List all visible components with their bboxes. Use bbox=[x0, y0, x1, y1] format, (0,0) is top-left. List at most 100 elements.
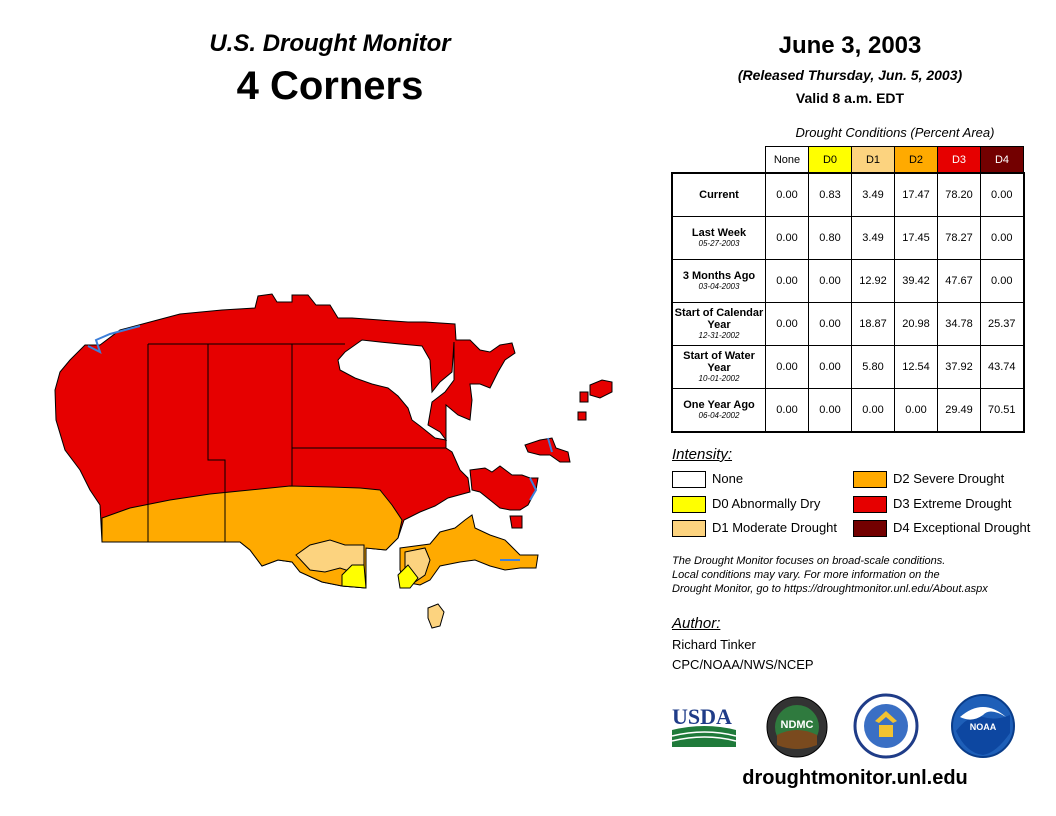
svg-text:NOAA: NOAA bbox=[970, 722, 997, 732]
col-d0: D0 bbox=[808, 146, 852, 174]
region-d3-ne-d bbox=[577, 411, 587, 421]
col-d4: D4 bbox=[980, 146, 1024, 174]
table-row: Start of Water Year 10-01-2002 0.00 0.00 … bbox=[671, 345, 1025, 389]
cell: 17.45 bbox=[894, 216, 938, 260]
map-region: 4 Corners bbox=[236, 64, 424, 108]
cell: 0.83 bbox=[808, 172, 852, 217]
legend-swatch bbox=[853, 520, 887, 538]
legend-swatch bbox=[853, 471, 887, 489]
cell: 0.00 bbox=[980, 259, 1025, 303]
map-title: U.S. Drought Monitor bbox=[209, 30, 451, 57]
disclaimer: The Drought Monitor focuses on broad-sca… bbox=[672, 554, 1042, 596]
legend-item-d4: D4 Exceptional Drought bbox=[853, 519, 1030, 538]
cell: 18.87 bbox=[851, 302, 895, 346]
svg-text:NDMC: NDMC bbox=[781, 719, 814, 731]
table-header-row: None D0 D1 D2 D3 D4 bbox=[672, 146, 1024, 174]
cell: 0.00 bbox=[765, 345, 809, 389]
region-d3-ne-a bbox=[524, 437, 571, 463]
region-d3-east bbox=[469, 465, 539, 511]
cell: 0.00 bbox=[765, 302, 809, 346]
cell: 0.00 bbox=[851, 388, 895, 433]
row-label: Start of Water Year 10-01-2002 bbox=[671, 345, 766, 389]
region-d0-patch bbox=[341, 564, 367, 589]
cell: 12.54 bbox=[894, 345, 938, 389]
legend-title: Intensity: bbox=[672, 446, 733, 463]
table-row: Start of Calendar Year 12-31-2002 0.00 0.… bbox=[671, 302, 1025, 346]
footer-url[interactable]: droughtmonitor.unl.edu bbox=[742, 767, 968, 789]
cell: 5.80 bbox=[851, 345, 895, 389]
valid-time: Valid 8 a.m. EDT bbox=[795, 90, 905, 106]
cell: 25.37 bbox=[980, 302, 1025, 346]
cell: 34.78 bbox=[937, 302, 981, 346]
cell: 20.98 bbox=[894, 302, 938, 346]
drought-conditions-table: None D0 D1 D2 D3 D4 Current 0.00 0.83 3.… bbox=[671, 146, 1025, 433]
cell: 3.49 bbox=[851, 172, 895, 217]
boundary-lines bbox=[147, 343, 446, 542]
col-d1: D1 bbox=[851, 146, 895, 174]
map-date: June 3, 2003 bbox=[778, 32, 922, 59]
row-label: Start of Calendar Year 12-31-2002 bbox=[671, 302, 766, 346]
cell: 0.00 bbox=[980, 216, 1025, 260]
table-row: One Year Ago 06-04-2002 0.00 0.00 0.00 0.… bbox=[671, 388, 1025, 433]
cell: 47.67 bbox=[937, 259, 981, 303]
col-d3: D3 bbox=[937, 146, 981, 174]
table-corner bbox=[672, 147, 766, 174]
disclaimer-line: Drought Monitor, go to https://droughtmo… bbox=[672, 583, 988, 595]
cell: 0.00 bbox=[980, 172, 1025, 217]
release-date: (Released Thursday, Jun. 5, 2003) bbox=[737, 67, 963, 83]
table-row: 3 Months Ago 03-04-2003 0.00 0.00 12.92 3… bbox=[671, 259, 1025, 303]
cell: 0.00 bbox=[808, 259, 852, 303]
cell: 0.80 bbox=[808, 216, 852, 260]
legend-item-none: None bbox=[672, 470, 743, 489]
cell: 0.00 bbox=[808, 345, 852, 389]
cell: 37.92 bbox=[937, 345, 981, 389]
cell: 39.42 bbox=[894, 259, 938, 303]
disclaimer-line: Local conditions may vary. For more info… bbox=[672, 569, 940, 581]
legend-swatch bbox=[853, 496, 887, 514]
region-d2-southeast bbox=[399, 514, 539, 586]
region-d3-ne-b bbox=[589, 379, 613, 399]
cell: 0.00 bbox=[894, 388, 938, 433]
drought-map bbox=[54, 293, 613, 629]
row-label: Current bbox=[671, 172, 766, 217]
legend-item-d3: D3 Extreme Drought bbox=[853, 495, 1012, 514]
cell: 78.20 bbox=[937, 172, 981, 217]
legend-item-d1: D1 Moderate Drought bbox=[672, 519, 837, 538]
author-title: Author: bbox=[672, 615, 721, 632]
row-label: 3 Months Ago 03-04-2003 bbox=[671, 259, 766, 303]
cell: 0.00 bbox=[765, 388, 809, 433]
usda-logo-icon: USDA bbox=[671, 704, 737, 747]
table-caption: Drought Conditions (Percent Area) bbox=[795, 125, 995, 140]
author-name: Richard Tinker bbox=[672, 637, 756, 652]
legend-swatch bbox=[672, 471, 706, 489]
row-label: One Year Ago 06-04-2002 bbox=[671, 388, 766, 433]
table-row: Current 0.00 0.83 3.49 17.47 78.20 0.00 bbox=[671, 172, 1025, 217]
cell: 17.47 bbox=[894, 172, 938, 217]
legend-item-d2: D2 Severe Drought bbox=[853, 470, 1004, 489]
commerce-seal-icon bbox=[853, 693, 919, 759]
disclaimer-line: The Drought Monitor focuses on broad-sca… bbox=[672, 555, 946, 567]
cell: 12.92 bbox=[851, 259, 895, 303]
legend-swatch bbox=[672, 520, 706, 538]
region-d1-island bbox=[427, 603, 445, 629]
region-d3-ne-c bbox=[579, 391, 589, 403]
author-org: CPC/NOAA/NWS/NCEP bbox=[672, 657, 814, 672]
row-label: Last Week 05-27-2003 bbox=[671, 216, 766, 260]
noaa-logo-icon: NOAA bbox=[951, 694, 1015, 758]
region-d0-southeast bbox=[397, 564, 419, 589]
ndmc-logo-icon: NDMC bbox=[766, 696, 828, 758]
cell: 43.74 bbox=[980, 345, 1025, 389]
col-d2: D2 bbox=[894, 146, 938, 174]
region-none bbox=[337, 339, 455, 441]
water-features bbox=[87, 325, 553, 561]
cell: 0.00 bbox=[765, 172, 809, 217]
cell: 0.00 bbox=[765, 259, 809, 303]
table-row: Last Week 05-27-2003 0.00 0.80 3.49 17.45… bbox=[671, 216, 1025, 260]
legend-item-d0: D0 Abnormally Dry bbox=[672, 495, 820, 514]
cell: 29.49 bbox=[937, 388, 981, 433]
cell: 78.27 bbox=[937, 216, 981, 260]
cell: 0.00 bbox=[808, 302, 852, 346]
legend-swatch bbox=[672, 496, 706, 514]
cell: 3.49 bbox=[851, 216, 895, 260]
cell: 0.00 bbox=[765, 216, 809, 260]
